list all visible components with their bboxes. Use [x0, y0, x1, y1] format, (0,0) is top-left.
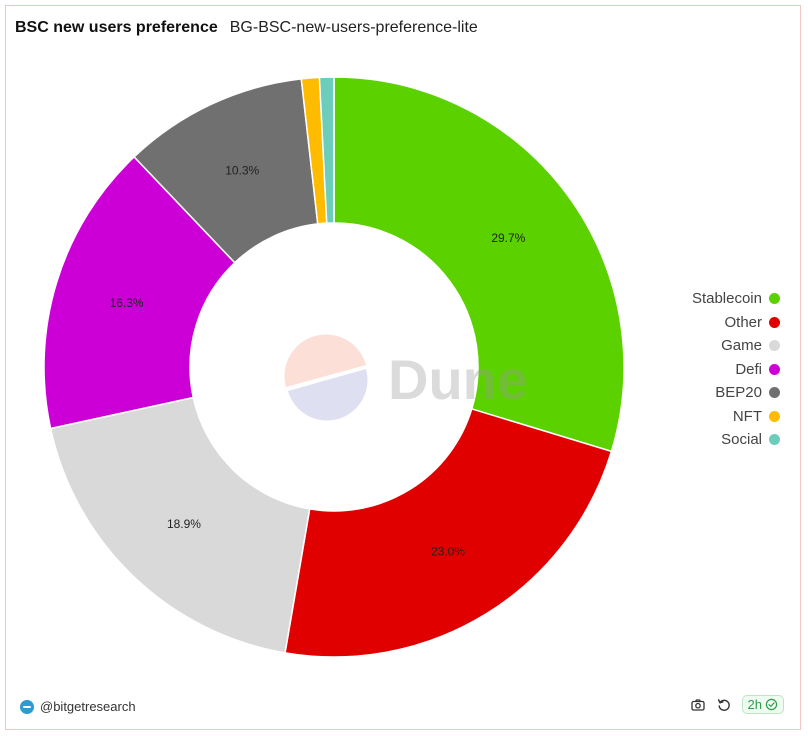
legend-label: Other: [724, 313, 762, 331]
legend-swatch: [769, 340, 780, 352]
legend-swatch: [769, 293, 780, 305]
author-link[interactable]: @bitgetresearch: [20, 699, 136, 714]
legend-item-stablecoin[interactable]: Stablecoin: [692, 287, 780, 311]
slice-other[interactable]: [284, 407, 613, 658]
slice-label-bep20: 10.3%: [225, 163, 259, 177]
legend-label: Game: [721, 337, 762, 355]
legend-item-bep20[interactable]: BEP20: [715, 381, 780, 405]
dune-watermark: Dune: [284, 334, 528, 421]
legend-item-defi[interactable]: Defi: [735, 358, 780, 382]
slice-game[interactable]: [49, 396, 311, 654]
legend-swatch: [769, 387, 780, 399]
check-circle-icon: [765, 698, 778, 711]
legend: Stablecoin Other Game Defi BEP20 NFT Social: [692, 287, 780, 452]
refresh-badge[interactable]: 2h: [741, 695, 784, 714]
legend-label: Social: [721, 431, 762, 449]
avatar: [20, 699, 34, 714]
legend-swatch: [769, 410, 780, 422]
slice-defi[interactable]: [43, 155, 236, 430]
legend-label: NFT: [732, 407, 762, 425]
refresh-interval: 2h: [747, 697, 762, 712]
legend-label: Defi: [735, 360, 762, 378]
legend-swatch: [769, 316, 780, 328]
legend-item-social[interactable]: Social: [721, 428, 780, 452]
slice-label-game: 18.9%: [167, 517, 201, 531]
chart-card: BSC new users preference BG-BSC-new-user…: [5, 5, 801, 730]
camera-icon[interactable]: [690, 697, 706, 713]
chart-subtitle[interactable]: BG-BSC-new-users-preference-lite: [229, 19, 478, 36]
legend-swatch: [769, 434, 780, 446]
slice-stablecoin[interactable]: [333, 76, 625, 453]
watermark-text: Dune: [388, 348, 528, 411]
chart-title: BSC new users preference: [15, 19, 218, 36]
footer-actions: 2h: [690, 695, 784, 714]
slice-label-other: 23.0%: [431, 545, 465, 559]
legend-item-game[interactable]: Game: [721, 334, 780, 358]
chart-header: BSC new users preference BG-BSC-new-user…: [15, 19, 478, 37]
legend-item-nft[interactable]: NFT: [733, 405, 780, 429]
legend-swatch: [769, 363, 780, 375]
legend-label: Stablecoin: [691, 290, 762, 308]
legend-label: BEP20: [715, 384, 762, 402]
slice-label-defi: 16.3%: [110, 296, 144, 310]
slice-label-stablecoin: 29.7%: [491, 231, 525, 245]
slice-social[interactable]: [318, 76, 335, 224]
refresh-icon[interactable]: [716, 697, 732, 713]
author-name: @bitgetresearch: [40, 699, 136, 714]
legend-item-other[interactable]: Other: [724, 311, 780, 335]
donut-chart: 29.7% 23.0% 18.9% 16.3% 10.3% Dune: [43, 76, 625, 658]
